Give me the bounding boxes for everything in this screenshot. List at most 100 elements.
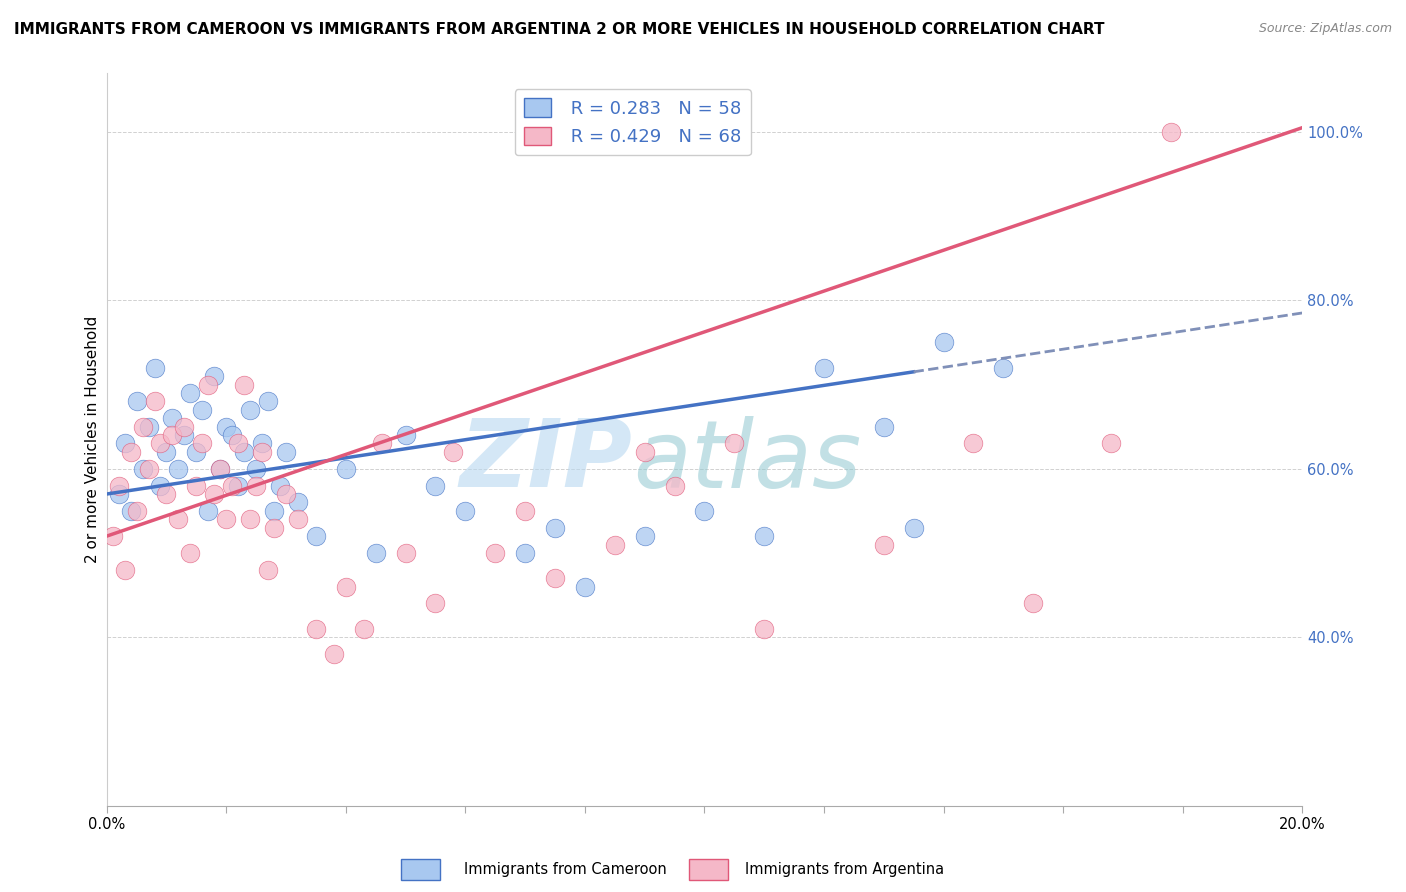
Point (394, 428, 416, 442)
Point (257, 394, 280, 409)
Point (202, 369, 225, 384)
Point (932, 335, 955, 350)
Point (257, 563, 280, 577)
Point (197, 504, 219, 518)
Point (263, 504, 285, 518)
Text: atlas: atlas (633, 416, 860, 507)
Point (173, 428, 195, 442)
Point (274, 487, 297, 501)
Point (250, 445, 273, 459)
Point (513, 546, 536, 560)
Point (245, 478, 267, 492)
Point (131, 419, 153, 434)
Point (239, 402, 262, 417)
Point (209, 462, 232, 476)
Point (513, 504, 536, 518)
Point (239, 512, 262, 526)
Point (633, 529, 655, 543)
Point (226, 436, 249, 450)
Point (544, 571, 567, 585)
Point (215, 419, 238, 434)
Point (114, 563, 136, 577)
Point (143, 394, 166, 409)
Point (120, 504, 142, 518)
Point (179, 386, 201, 401)
Point (186, 445, 208, 459)
Point (287, 512, 309, 526)
Point (873, 419, 896, 434)
Point (186, 478, 208, 492)
Point (263, 521, 285, 535)
Point (149, 436, 172, 450)
Text: ZIP: ZIP (460, 416, 633, 508)
Point (633, 445, 655, 459)
Y-axis label: 2 or more Vehicles in Household: 2 or more Vehicles in Household (86, 316, 100, 563)
Point (114, 436, 136, 450)
Point (191, 402, 214, 417)
Text: IMMIGRANTS FROM CAMEROON VS IMMIGRANTS FROM ARGENTINA 2 OR MORE VEHICLES IN HOUS: IMMIGRANTS FROM CAMEROON VS IMMIGRANTS F… (14, 22, 1105, 37)
Text: Source: ZipAtlas.com: Source: ZipAtlas.com (1258, 22, 1392, 36)
Point (191, 436, 214, 450)
Point (425, 478, 447, 492)
Point (221, 478, 243, 492)
Point (131, 462, 153, 476)
Point (215, 512, 238, 526)
Point (233, 377, 256, 392)
Point (162, 411, 184, 425)
Point (305, 529, 328, 543)
Point (723, 436, 745, 450)
Point (250, 436, 273, 450)
Point (287, 495, 309, 509)
Point (484, 546, 506, 560)
Point (107, 478, 129, 492)
Point (962, 436, 984, 450)
Point (101, 529, 124, 543)
Point (125, 394, 148, 409)
Point (107, 487, 129, 501)
Point (693, 504, 716, 518)
Point (364, 546, 387, 560)
Point (143, 360, 166, 375)
Point (370, 436, 392, 450)
Point (120, 445, 142, 459)
Text: Immigrants from Argentina: Immigrants from Argentina (745, 863, 945, 877)
Point (873, 537, 896, 551)
Point (394, 546, 416, 560)
Legend:  R = 0.283   N = 58,  R = 0.429   N = 68: R = 0.283 N = 58, R = 0.429 N = 68 (515, 89, 751, 155)
Point (335, 462, 357, 476)
Point (226, 478, 249, 492)
Point (425, 597, 447, 611)
Point (1099, 436, 1122, 450)
Point (1022, 597, 1045, 611)
Point (993, 360, 1015, 375)
Point (197, 377, 219, 392)
Point (138, 462, 160, 476)
Point (454, 504, 477, 518)
Point (353, 622, 375, 636)
Text: Immigrants from Cameroon: Immigrants from Cameroon (464, 863, 666, 877)
Point (1160, 125, 1182, 139)
Point (903, 521, 925, 535)
Point (209, 462, 232, 476)
Point (544, 521, 567, 535)
Point (335, 580, 357, 594)
Point (754, 622, 776, 636)
Point (155, 487, 177, 501)
Point (603, 537, 626, 551)
Point (813, 360, 835, 375)
Point (245, 462, 267, 476)
Point (162, 428, 184, 442)
Point (167, 512, 190, 526)
Point (322, 647, 344, 661)
Point (221, 428, 243, 442)
Point (664, 478, 686, 492)
Point (441, 445, 464, 459)
Point (754, 529, 776, 543)
Point (269, 478, 291, 492)
Point (125, 504, 148, 518)
Point (179, 546, 201, 560)
Point (274, 445, 297, 459)
Point (574, 580, 596, 594)
Point (167, 462, 190, 476)
Point (173, 419, 195, 434)
